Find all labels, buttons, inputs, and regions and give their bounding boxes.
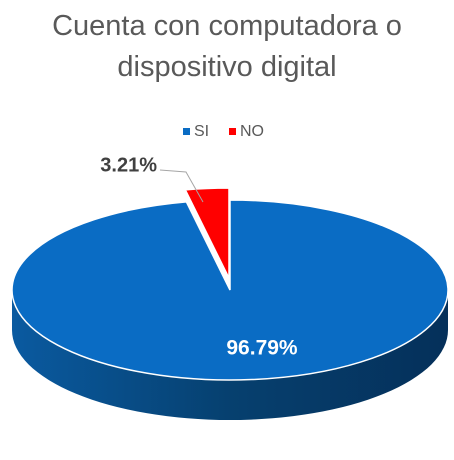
data-label: 3.21% [100,154,157,176]
legend-label: NO [240,123,264,140]
chart-title: Cuenta con computadora o dispositivo dig… [52,10,402,83]
slice-side [12,290,448,420]
leader-line [159,169,204,203]
legend-label: SI [194,123,209,140]
pie-slice [184,187,230,279]
legend-swatch [183,128,190,135]
legend-swatch [229,128,236,135]
pie-slice [11,199,449,381]
data-label: 96.79% [226,337,298,360]
